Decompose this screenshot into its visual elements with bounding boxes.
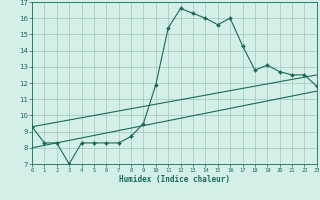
X-axis label: Humidex (Indice chaleur): Humidex (Indice chaleur) xyxy=(119,175,230,184)
